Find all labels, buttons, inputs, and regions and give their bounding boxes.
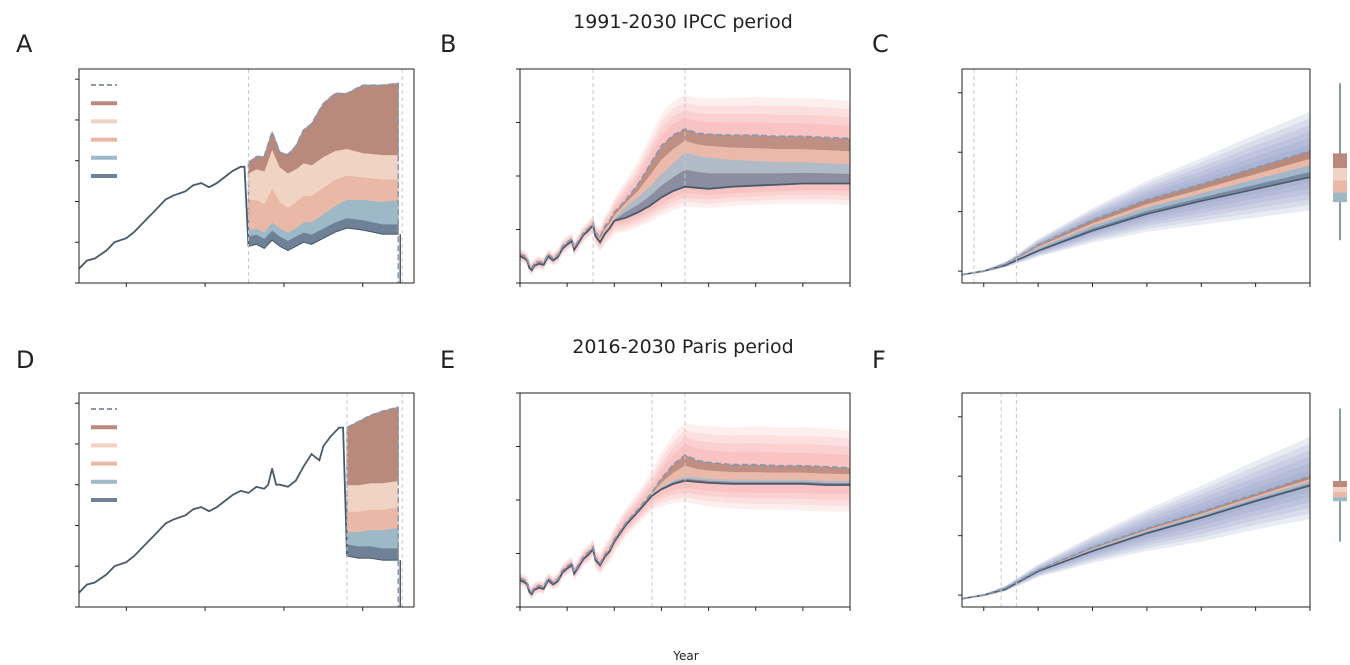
gmt-ndc-reference-line — [520, 127, 850, 270]
gmt-china-band — [520, 455, 850, 593]
area-china — [346, 406, 399, 486]
gmslr-uncertainty-band-2 — [962, 118, 1310, 275]
gmslr-uncertainty-band-4 — [962, 456, 1310, 599]
legend — [91, 408, 117, 502]
row1-title: 1991-2030 IPCC period — [573, 11, 793, 33]
gmslr-eu-usa-band — [962, 479, 1310, 599]
panel-letter-e: E — [440, 346, 455, 374]
gmslr-uncertainty-band-1 — [962, 437, 1310, 599]
plot-area — [520, 423, 850, 600]
plot-area — [962, 111, 1310, 276]
dp16-box-segment-1 — [1333, 497, 1347, 502]
axes-frame — [961, 68, 1311, 284]
stack-base-line — [248, 227, 399, 251]
bottom-xlabel: Year — [672, 649, 698, 663]
dp16-box-segment-3 — [1333, 168, 1347, 181]
gmslr-uncertainty-band-3 — [962, 450, 1310, 599]
panel-d — [75, 392, 415, 611]
plot-area — [79, 406, 401, 607]
panel-letter-d: D — [16, 346, 34, 374]
ndc-reference-line — [247, 82, 399, 164]
dp16-box-segment-2 — [1333, 492, 1347, 498]
gmslr-india-band — [962, 165, 1310, 275]
gmslr-eu-usa-band — [962, 158, 1310, 275]
plot-area — [962, 437, 1310, 600]
gmt-lower-line — [520, 182, 850, 272]
gmt-ndc-reference-line — [520, 454, 850, 594]
axes-frame — [78, 392, 415, 608]
dp16-box-segment-3 — [1333, 487, 1347, 493]
dp16-box-segment-1 — [1333, 192, 1347, 203]
axes-frame — [78, 68, 415, 284]
legend — [91, 84, 117, 178]
panel-letter-f: F — [872, 346, 886, 374]
panel-letter-c: C — [872, 30, 889, 58]
historical-emissions-line — [79, 165, 250, 270]
gmslr-china-band — [962, 151, 1310, 275]
gmslr-ndc-reference-line — [962, 475, 1310, 600]
gmt-lower-line — [520, 479, 850, 596]
gmslr-uncertainty-band-1 — [962, 111, 1310, 275]
gmt-india-band — [520, 152, 850, 270]
gmslr-ndc-reference-line — [962, 150, 1310, 276]
historical-emissions-line — [79, 426, 348, 594]
dp16-box-segment-2 — [1333, 180, 1347, 193]
gmslr-russia-band — [962, 172, 1310, 275]
gmslr-india-band — [962, 481, 1310, 599]
dp16-box-segment-4 — [1333, 480, 1347, 488]
panel-b — [516, 68, 851, 287]
panel-f — [958, 392, 1347, 611]
panel-a — [75, 68, 415, 287]
plot-area — [79, 82, 401, 283]
axes-frame — [961, 392, 1311, 608]
panel-c — [958, 68, 1347, 287]
gmslr-lower-line — [962, 484, 1310, 600]
panel-letter-b: B — [440, 30, 456, 58]
gmslr-uncertainty-band-2 — [962, 443, 1310, 599]
gmslr-lower-line — [962, 176, 1310, 276]
gmslr-uncertainty-band-3 — [962, 124, 1310, 275]
dp16-box-segment-4 — [1333, 153, 1347, 169]
panel-letter-a: A — [16, 30, 33, 58]
gmt-eu-usa-band — [520, 140, 850, 270]
row2-title: 2016-2030 Paris period — [572, 336, 793, 358]
stack-base-line — [346, 555, 399, 561]
plots-layer — [75, 68, 1347, 611]
gmt-eu-usa-band — [520, 465, 850, 594]
panel-e — [516, 392, 851, 611]
